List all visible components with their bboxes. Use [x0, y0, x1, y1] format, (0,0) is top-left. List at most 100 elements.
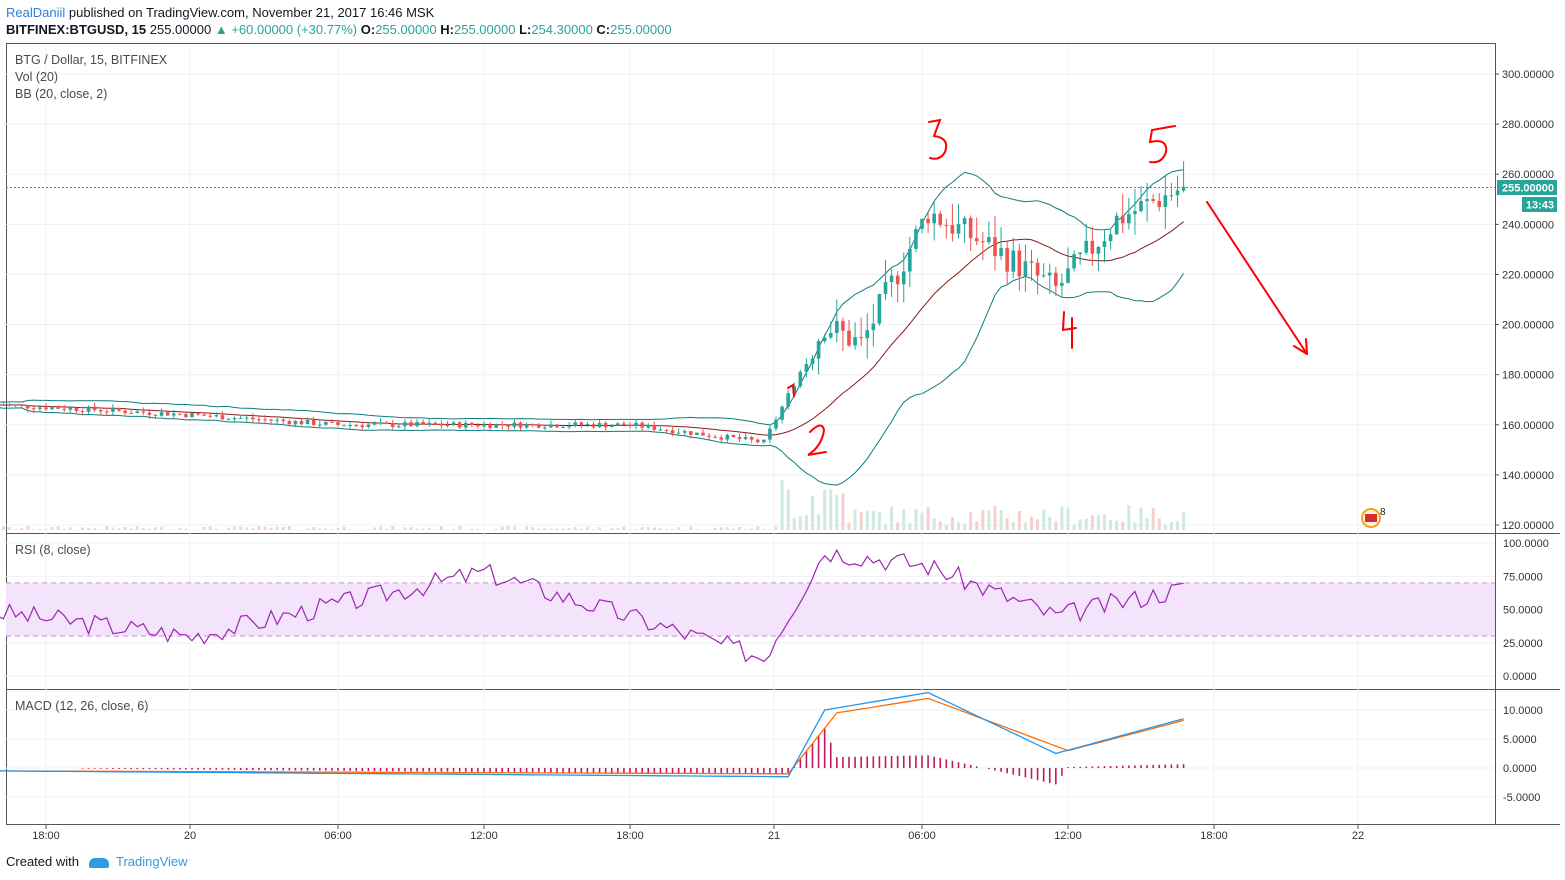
candle-body — [1163, 195, 1168, 207]
volume-bar — [762, 528, 766, 530]
event-badge-count: 8 — [1380, 507, 1386, 518]
candle-body — [646, 424, 651, 428]
bb-lower — [0, 273, 1185, 486]
candle-body — [500, 424, 505, 426]
volume-bar — [804, 515, 808, 530]
volume-bar — [263, 526, 267, 530]
volume-bar — [421, 528, 425, 530]
candle-body — [68, 407, 73, 410]
volume-bar — [1103, 514, 1106, 530]
candle-body — [482, 424, 486, 427]
candle-body — [293, 420, 298, 425]
volume-bar — [1036, 519, 1040, 530]
volume-bar — [50, 526, 54, 530]
candle-body — [889, 275, 894, 282]
volume-bar — [117, 528, 121, 530]
volume-bar — [537, 528, 541, 530]
volume-bar — [585, 526, 589, 530]
candle-body — [1023, 261, 1028, 277]
volume-bar — [1011, 521, 1015, 530]
volume-bar — [141, 528, 145, 530]
volume-bar — [744, 529, 748, 530]
volume-bar — [366, 529, 370, 530]
created-with-text: Created with — [6, 854, 79, 869]
volume-bar — [99, 529, 103, 530]
volume-bar — [689, 526, 693, 530]
candle-body — [1133, 211, 1137, 215]
volume-bar — [1176, 521, 1179, 530]
candle-body — [415, 422, 419, 427]
volume-bar — [20, 528, 24, 530]
MACD-series — [0, 691, 1184, 778]
candle-body — [445, 425, 450, 427]
volume-bar — [756, 526, 760, 530]
candle-body — [372, 423, 377, 425]
candle-body — [19, 404, 24, 406]
candle-body — [816, 341, 821, 359]
volume-bar — [214, 528, 218, 530]
candle-body — [208, 415, 213, 417]
volume-bar — [634, 529, 638, 530]
volume-bar — [853, 509, 857, 530]
volume-bar — [896, 522, 900, 530]
volume-bar — [1090, 515, 1094, 530]
candle-body — [105, 411, 109, 413]
volume-bar — [87, 528, 91, 530]
volume-bar — [135, 526, 139, 530]
candle-body — [853, 337, 857, 346]
volume-bar — [147, 528, 151, 530]
volume-bar — [1048, 516, 1052, 530]
candle-body — [378, 422, 383, 424]
candle-body — [968, 218, 973, 239]
volume-bar — [902, 509, 906, 530]
tradingview-brand[interactable]: TradingView — [116, 854, 188, 869]
volume-bar — [172, 529, 176, 530]
publish-info: RealDaniil published on TradingView.com,… — [6, 4, 434, 21]
macd-lines — [0, 691, 1185, 785]
price-tick-label: 120.00000 — [1502, 520, 1554, 532]
candle-body — [451, 422, 456, 426]
wave-3-mark — [928, 118, 948, 160]
volume-bar — [257, 526, 261, 530]
volume-bar — [640, 527, 644, 530]
price-tick-label: 140.00000 — [1502, 470, 1554, 482]
candle-body — [780, 406, 784, 420]
candle-body — [1114, 215, 1119, 235]
candle-body — [591, 424, 596, 428]
candle-body — [1011, 250, 1016, 272]
candle-body — [178, 413, 182, 415]
volume-bar — [1157, 518, 1161, 530]
bollinger-bands — [0, 169, 1185, 486]
volume-bar — [1139, 507, 1143, 530]
rsi-band-fill — [6, 582, 1495, 637]
candle-body — [244, 417, 249, 419]
candle-body — [287, 421, 292, 425]
macd-tick-label: 10.0000 — [1503, 705, 1543, 717]
symbol-label: BITFINEX:BTGUSD, 15 — [6, 22, 147, 37]
volume-bar — [427, 527, 431, 530]
author-link[interactable]: RealDaniil — [6, 5, 66, 20]
price-tick-label: 300.00000 — [1502, 69, 1554, 81]
countdown-box — [1522, 197, 1557, 212]
volume-bar — [458, 526, 462, 530]
pane-frames — [6, 43, 1560, 825]
volume-bar — [823, 489, 827, 530]
candle-body — [822, 337, 827, 342]
candle-body — [1035, 262, 1040, 276]
wave-4-mark — [1061, 311, 1077, 349]
candle-body — [762, 439, 766, 443]
close-value: 255.00000 — [610, 22, 672, 37]
volume-bar — [93, 528, 97, 530]
volume-bar — [957, 522, 960, 530]
candle-body — [956, 224, 961, 234]
candle-body — [859, 337, 863, 339]
last-price-box — [1497, 180, 1557, 195]
volume-bar — [391, 526, 395, 530]
candle-body — [719, 437, 724, 440]
volume-bar — [500, 526, 504, 530]
candle-body — [281, 419, 286, 422]
candle-body — [841, 321, 845, 331]
volume-bar — [202, 526, 206, 530]
candle-body — [348, 425, 352, 427]
